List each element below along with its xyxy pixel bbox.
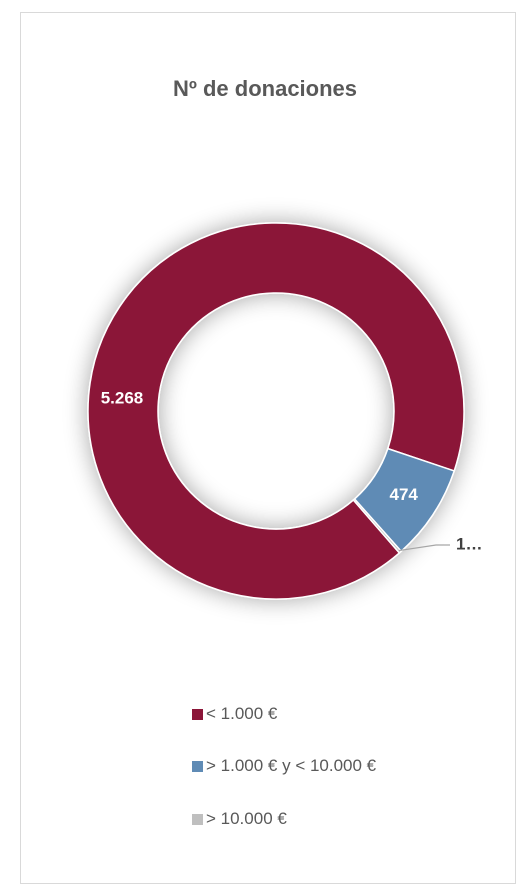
- legend-item: > 10.000 €: [192, 809, 287, 829]
- leader-line: [398, 544, 450, 552]
- data-label: 5.268: [101, 388, 144, 407]
- legend-item: < 1.000 €: [192, 704, 277, 724]
- donut-slice: [352, 497, 403, 554]
- legend-swatch: [192, 813, 203, 825]
- legend-label: > 1.000 € y < 10.000 €: [206, 756, 377, 775]
- donut-slice: [87, 222, 465, 600]
- legend-label: < 1.000 €: [206, 704, 278, 723]
- legend-label: > 10.000 €: [206, 809, 287, 828]
- data-label: 1…: [456, 534, 482, 553]
- legend-swatch: [192, 760, 203, 772]
- data-label: 474: [390, 485, 419, 504]
- chart-title: Nº de donaciones: [172, 76, 358, 101]
- legend-item: > 1.000 € y < 10.000 €: [192, 756, 376, 776]
- legend-swatch: [192, 708, 203, 720]
